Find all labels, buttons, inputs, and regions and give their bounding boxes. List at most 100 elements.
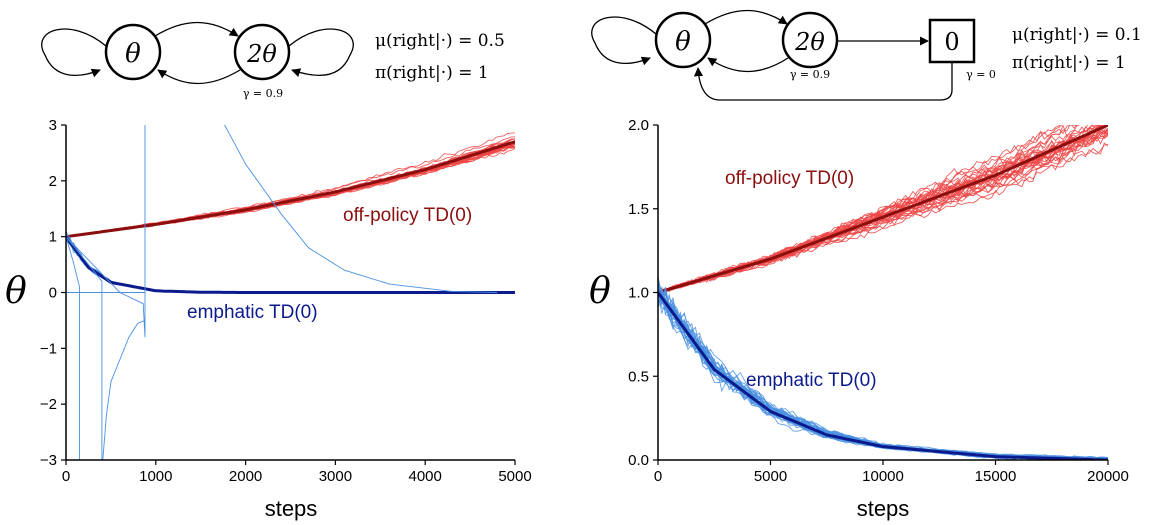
right-label-offpolicy: off-policy TD(0) (725, 168, 854, 189)
left-arrow-2theta-to-theta (157, 69, 241, 85)
right-state-terminal (928, 18, 976, 64)
left-arrow-theta-to-2theta (154, 21, 239, 37)
right-plot-runs (658, 125, 1108, 460)
left-label-offpolicy: off-policy TD(0) (343, 205, 472, 226)
y-tick-label: 0.0 (628, 452, 649, 469)
right-gamma-label-terminal: γ = 0 (966, 68, 996, 81)
left-policy-pi: π(right|·) = 1 (375, 63, 489, 83)
left-mdp-diagram: θ 2θ γ = 0.9 μ(right|·) = 0.5 π(right|·)… (41, 21, 505, 100)
x-tick-label: 20000 (1087, 468, 1129, 485)
offpolicy-run-line (658, 125, 1107, 294)
offpolicy-run-line (658, 143, 1108, 294)
emphatic-run-line (658, 276, 1106, 460)
x-tick-label: 2000 (229, 468, 262, 485)
right-policy-pi: π(right|·) = 1 (1012, 53, 1126, 73)
left-self-loop-theta (41, 28, 107, 78)
left-policy-mu: μ(right|·) = 0.5 (375, 31, 505, 51)
left-plot-runs (66, 125, 515, 460)
emphatic-run-line (66, 238, 515, 294)
emphatic-run-line (66, 234, 515, 293)
right-x-label: steps (857, 496, 910, 521)
y-tick-label: −2 (40, 396, 57, 413)
left-x-ticks: 0 1000 2000 3000 4000 5000 (62, 460, 532, 485)
right-arrow-theta-to-2theta (704, 9, 788, 25)
emphatic-run-line (66, 238, 515, 294)
left-plot-axes: 0 1000 2000 3000 4000 5000 −3 −2 −1 0 1 2 3 (40, 117, 532, 485)
y-tick-label: 2.0 (628, 117, 649, 134)
y-tick-label: 0.5 (628, 368, 649, 385)
offpolicy-run-line (658, 125, 1106, 293)
emphatic-run-line (66, 238, 515, 294)
emphatic-mean-line (66, 235, 515, 294)
emphatic-run-line (66, 236, 515, 294)
offpolicy-mean-line (658, 125, 1108, 294)
x-tick-label: 4000 (409, 468, 442, 485)
y-tick-label: 1 (49, 229, 57, 246)
y-tick-label: 1.5 (628, 201, 649, 218)
right-state-2theta (781, 11, 839, 69)
right-state-2theta-label: 2θ (794, 28, 825, 56)
offpolicy-run-line (658, 125, 1108, 294)
emphatic-mean-line (658, 291, 1108, 460)
right-y-ticks: 0.0 0.5 1.0 1.5 2.0 (628, 117, 658, 469)
y-tick-label: 3 (49, 117, 57, 134)
left-plot: 0 1000 2000 3000 4000 5000 −3 −2 −1 0 1 2 3 θ steps… (5, 117, 532, 521)
emphatic-run-line (66, 235, 515, 294)
y-tick-label: −1 (40, 340, 57, 357)
x-tick-label: 0 (62, 468, 70, 485)
emphatic-run-line (66, 237, 515, 293)
left-y-symbol: θ (5, 271, 27, 312)
emphatic-run-line (66, 232, 515, 294)
emphatic-run-line (66, 235, 515, 294)
right-y-symbol: θ (589, 271, 611, 312)
x-tick-label: 1000 (139, 468, 172, 485)
y-tick-label: 2 (49, 173, 57, 190)
emphatic-run-line (658, 282, 1108, 460)
left-state-2theta (233, 23, 291, 81)
left-gamma-label: γ = 0.9 (243, 87, 283, 100)
right-arrow-terminal-to-theta (693, 62, 953, 101)
emphatic-outlier-run (66, 236, 103, 460)
offpolicy-run-line (658, 125, 1102, 293)
offpolicy-run-line (658, 125, 1063, 294)
right-plot-axes: 0 5000 10000 15000 20000 0.0 0.5 1.0 1.5 2.0 (628, 117, 1129, 485)
emphatic-run-line (658, 283, 1108, 460)
left-state-theta-label: θ (125, 39, 141, 69)
emphatic-run-line (658, 284, 1108, 460)
right-x-ticks: 0 5000 10000 15000 20000 (654, 460, 1129, 485)
emphatic-run-line (66, 236, 515, 294)
left-label-emphatic: emphatic TD(0) (187, 302, 318, 323)
emphatic-run-line (66, 233, 515, 294)
y-tick-label: −3 (40, 452, 57, 469)
left-y-ticks: −3 −2 −1 0 1 2 3 (40, 117, 66, 469)
emphatic-run-line (66, 237, 515, 294)
right-policy-mu: μ(right|·) = 0.1 (1012, 25, 1142, 45)
right-state-terminal-label: 0 (944, 28, 959, 56)
left-state-theta (104, 23, 162, 81)
emphatic-run-line (66, 236, 515, 293)
y-tick-label: 0 (49, 285, 57, 302)
emphatic-run-line (66, 235, 515, 294)
x-tick-label: 10000 (862, 468, 904, 485)
right-mdp-diagram: θ 2θ 0 γ = 0.9 γ = 0 μ(right|·) = 0.1 π(… (591, 9, 1142, 101)
emphatic-outlier-run (66, 125, 146, 338)
emphatic-run-line (66, 234, 515, 294)
left-self-loop-2theta (288, 28, 354, 77)
left-state-2theta-label: 2θ (246, 40, 277, 68)
left-x-label: steps (265, 496, 318, 521)
right-state-theta-label: θ (675, 27, 691, 57)
emphatic-outlier-run (66, 236, 80, 460)
x-tick-label: 5000 (498, 468, 531, 485)
emphatic-run-line (66, 235, 515, 294)
emphatic-run-line (66, 236, 515, 293)
offpolicy-run-line (658, 125, 1080, 295)
emphatic-run-line (66, 238, 515, 294)
emphatic-run-line (66, 231, 515, 294)
emphatic-outlier-run (102, 319, 146, 460)
right-gamma-label-2theta: γ = 0.9 (790, 68, 830, 81)
right-plot: 0 5000 10000 15000 20000 0.0 0.5 1.0 1.5 2.0 θ s… (589, 117, 1129, 521)
offpolicy-run-line (658, 125, 1108, 294)
emphatic-run-line (66, 233, 515, 294)
right-state-theta (654, 11, 712, 69)
